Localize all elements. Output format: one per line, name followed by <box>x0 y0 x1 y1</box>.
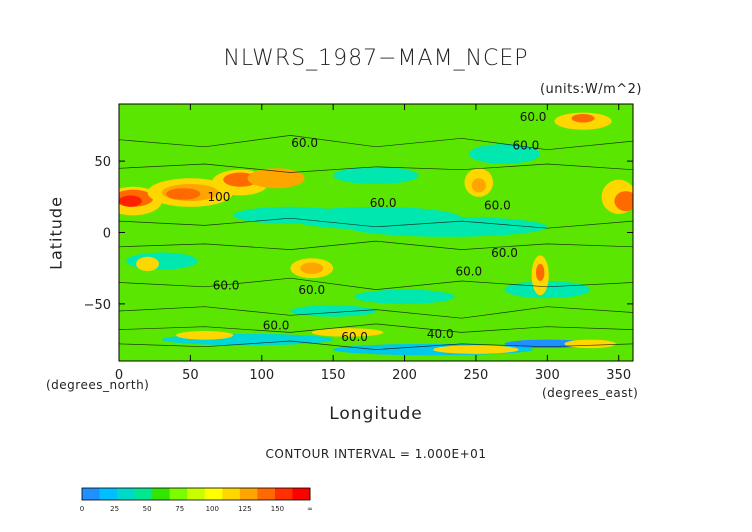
field-region-29 <box>136 256 159 272</box>
y-tick-label-1: 0 <box>103 227 111 242</box>
colorbar-tick-4: 100 <box>206 505 219 513</box>
contour-label-3: 60.0 <box>370 196 397 210</box>
contour-line-0 <box>119 135 633 151</box>
colorbar-swatch-2 <box>117 488 136 500</box>
colorbar-swatch-6 <box>187 488 206 500</box>
colorbar-tick-0: 0 <box>80 505 84 513</box>
contour-label-11: 40.0 <box>427 327 454 341</box>
y-tick-label-2: −50 <box>84 298 111 313</box>
field-region-28 <box>535 263 545 282</box>
contour-line-5 <box>119 306 633 319</box>
y-axis-ticks: 50 0 −50 <box>84 155 633 313</box>
field-region-2 <box>233 206 348 224</box>
contour-line-3 <box>119 240 633 250</box>
y-tick-label-0: 50 <box>94 155 111 170</box>
field-region-8 <box>290 305 376 317</box>
colorbar-swatch-7 <box>204 488 223 500</box>
contour-line-1 <box>119 163 633 173</box>
colorbar-swatch-5 <box>169 488 188 500</box>
x-tick-label-4: 200 <box>392 368 417 383</box>
contour-line-2 <box>119 217 633 229</box>
field-region-22 <box>471 178 486 193</box>
x-tick-label-6: 300 <box>535 368 560 383</box>
field-region-17 <box>166 188 201 200</box>
y-unit-label: (degrees_north) <box>46 378 150 392</box>
contour-label-0: 60.0 <box>520 110 547 124</box>
colorbar-tick-3: 75 <box>175 505 184 513</box>
field-region-1 <box>347 216 548 237</box>
contour-lines <box>119 135 633 350</box>
field-region-14 <box>119 195 142 207</box>
colorbar-tick-2: 50 <box>143 505 152 513</box>
field-region-35 <box>433 345 519 354</box>
colorbar-swatch-0 <box>82 488 101 500</box>
field-region-20 <box>247 168 305 189</box>
colorbar-tick-6: 150 <box>271 505 284 513</box>
colorbar-swatch-9 <box>239 488 258 500</box>
contour-label-2: 60.0 <box>291 136 318 150</box>
contour-labels: 60.0 60.0 60.0 60.0 60.0 60.0 60.0 60.0 60.0 60.0… <box>207 110 546 344</box>
field-region-7 <box>333 166 419 184</box>
field-region-33 <box>311 328 384 337</box>
field-region-34 <box>564 339 616 349</box>
colorbar-frame <box>81 487 311 501</box>
colorbar-swatch-3 <box>134 488 153 500</box>
x-tick-label-2: 100 <box>249 368 274 383</box>
contour-label-1: 60.0 <box>513 139 540 153</box>
contour-field <box>119 104 633 361</box>
x-axis-label: Longitude <box>329 404 423 424</box>
colorbar: 0 25 50 75 100 125 150 ∞ <box>80 487 313 513</box>
contour-line-7 <box>119 340 633 350</box>
field-region-26 <box>300 262 324 274</box>
contour-label-12: 100 <box>207 190 230 204</box>
colorbar-swatch-12 <box>292 488 311 500</box>
contour-line-6 <box>119 323 633 333</box>
contour-line-4 <box>119 277 633 290</box>
contour-label-7: 60.0 <box>213 279 240 293</box>
contour-label-9: 60.0 <box>263 319 290 333</box>
colorbar-swatch-10 <box>257 488 276 500</box>
units-label: (units:W/m^2) <box>539 82 642 97</box>
colorbar-tick-1: 25 <box>110 505 119 513</box>
contour-label-8: 60.0 <box>298 283 325 297</box>
contour-interval: CONTOUR INTERVAL = 1.000E+01 <box>265 447 487 461</box>
x-tick-label-3: 150 <box>321 368 346 383</box>
x-unit-label: (degrees_east) <box>542 386 639 400</box>
colorbar-swatch-1 <box>99 488 118 500</box>
field-region-31 <box>571 113 595 123</box>
field-region-6 <box>468 143 541 164</box>
colorbar-swatch-4 <box>152 488 171 500</box>
field-region-24 <box>614 191 633 212</box>
colorbar-swatch-11 <box>274 488 293 500</box>
chart-title: NLWRS_1987−MAM_NCEP <box>223 46 529 71</box>
contour-label-6: 60.0 <box>491 246 518 260</box>
x-tick-label-1: 50 <box>182 368 199 383</box>
contour-label-5: 60.0 <box>455 264 482 278</box>
field-region-4 <box>354 289 455 304</box>
x-tick-label-5: 250 <box>464 368 489 383</box>
colorbar-tick-7: ∞ <box>307 505 313 513</box>
colorbar-tick-5: 125 <box>238 505 251 513</box>
x-tick-label-7: 350 <box>606 368 631 383</box>
contour-label-4: 60.0 <box>484 199 511 213</box>
field-region-3 <box>126 252 198 270</box>
field-region-32 <box>176 331 234 340</box>
x-axis-ticks: 0 50 100 150 200 250 300 350 <box>115 104 631 383</box>
x-tick-label-0: 0 <box>115 368 123 383</box>
contour-label-10: 60.0 <box>341 330 368 344</box>
colorbar-swatch-8 <box>222 488 241 500</box>
